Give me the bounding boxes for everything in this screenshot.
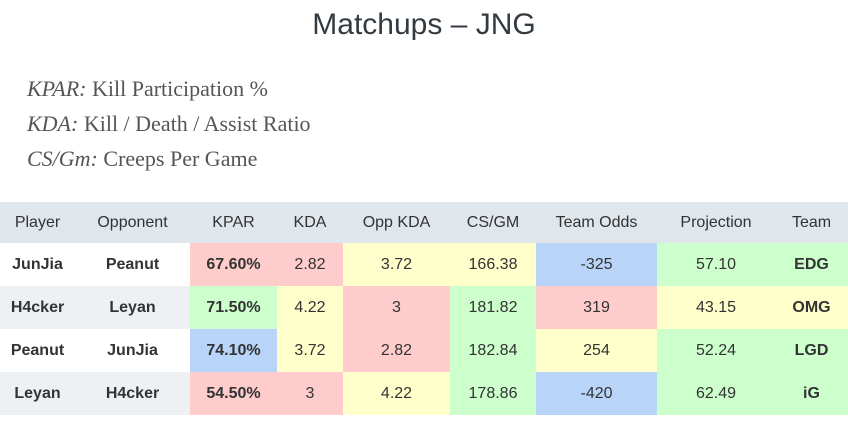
projection-cell: 43.15	[657, 286, 775, 329]
opponent-cell: Leyan	[75, 286, 190, 329]
glossary-description: Kill / Death / Assist Ratio	[78, 111, 311, 136]
team-cell: EDG	[775, 243, 848, 286]
glossary-term: KDA:	[27, 111, 79, 136]
cs-gm-cell: 181.82	[450, 286, 536, 329]
projection-cell: 62.49	[657, 372, 775, 415]
player-cell: H4cker	[0, 286, 75, 329]
glossary-item-cs: CS/Gm: Creeps Per Game	[27, 144, 627, 179]
kda-cell: 3.72	[277, 329, 343, 372]
column-header-projection: Projection	[657, 202, 775, 243]
team-cell: LGD	[775, 329, 848, 372]
cs-gm-cell: 178.86	[450, 372, 536, 415]
table-row: JunJia Peanut 67.60% 2.82 3.72 166.38 -3…	[0, 243, 848, 286]
opp-kda-cell: 4.22	[343, 372, 450, 415]
column-header-cs-gm: CS/GM	[450, 202, 536, 243]
column-header-team: Team	[775, 202, 848, 243]
opponent-cell: Peanut	[75, 243, 190, 286]
glossary-term: CS/Gm:	[27, 146, 98, 171]
kpar-cell: 67.60%	[190, 243, 277, 286]
column-header-player: Player	[0, 202, 75, 243]
kda-cell: 3	[277, 372, 343, 415]
column-header-opp-kda: Opp KDA	[343, 202, 450, 243]
team-odds-cell: 319	[536, 286, 657, 329]
table-row: H4cker Leyan 71.50% 4.22 3 181.82 319 43…	[0, 286, 848, 329]
opponent-cell: JunJia	[75, 329, 190, 372]
opp-kda-cell: 3	[343, 286, 450, 329]
projection-cell: 52.24	[657, 329, 775, 372]
kda-cell: 2.82	[277, 243, 343, 286]
team-odds-cell: 254	[536, 329, 657, 372]
table-header-row: Player Opponent KPAR KDA Opp KDA CS/GM T…	[0, 202, 848, 243]
column-header-kda: KDA	[277, 202, 343, 243]
glossary-item-kpar: KPAR: Kill Participation %	[27, 74, 627, 109]
column-header-team-odds: Team Odds	[536, 202, 657, 243]
glossary-item-kda: KDA: Kill / Death / Assist Ratio	[27, 109, 627, 144]
page-title: Matchups – JNG	[312, 8, 536, 41]
cs-gm-cell: 182.84	[450, 329, 536, 372]
kpar-cell: 54.50%	[190, 372, 277, 415]
player-cell: Peanut	[0, 329, 75, 372]
table-row: Peanut JunJia 74.10% 3.72 2.82 182.84 25…	[0, 329, 848, 372]
glossary: KPAR: Kill Participation % KDA: Kill / D…	[27, 74, 627, 179]
kpar-cell: 74.10%	[190, 329, 277, 372]
team-cell: iG	[775, 372, 848, 415]
kpar-cell: 71.50%	[190, 286, 277, 329]
opponent-cell: H4cker	[75, 372, 190, 415]
glossary-description: Creeps Per Game	[97, 146, 258, 171]
matchups-table: Player Opponent KPAR KDA Opp KDA CS/GM T…	[0, 202, 848, 415]
kda-cell: 4.22	[277, 286, 343, 329]
glossary-description: Kill Participation %	[86, 76, 268, 101]
table-row: Leyan H4cker 54.50% 3 4.22 178.86 -420 6…	[0, 372, 848, 415]
team-odds-cell: -420	[536, 372, 657, 415]
opp-kda-cell: 2.82	[343, 329, 450, 372]
team-odds-cell: -325	[536, 243, 657, 286]
player-cell: Leyan	[0, 372, 75, 415]
player-cell: JunJia	[0, 243, 75, 286]
column-header-kpar: KPAR	[190, 202, 277, 243]
cs-gm-cell: 166.38	[450, 243, 536, 286]
team-cell: OMG	[775, 286, 848, 329]
column-header-opponent: Opponent	[75, 202, 190, 243]
glossary-term: KPAR:	[27, 76, 87, 101]
projection-cell: 57.10	[657, 243, 775, 286]
opp-kda-cell: 3.72	[343, 243, 450, 286]
